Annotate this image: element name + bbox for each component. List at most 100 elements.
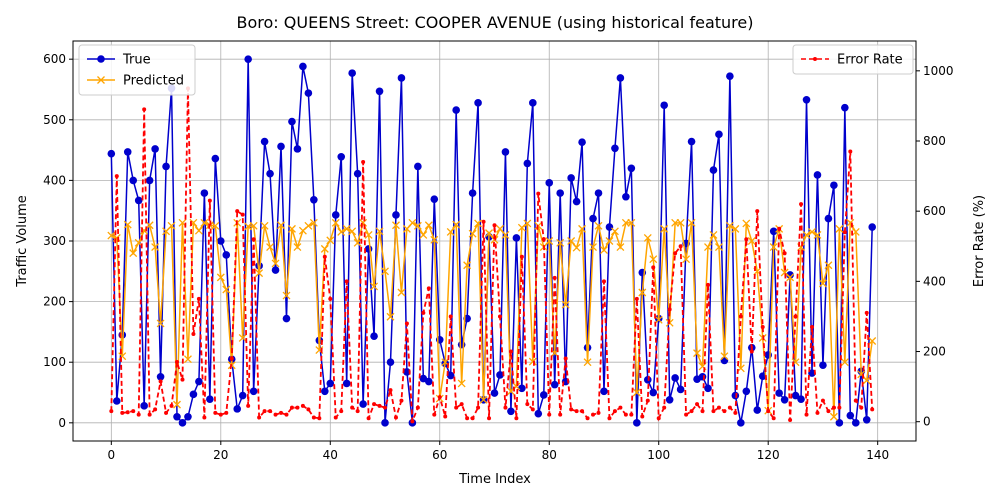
data-point <box>545 179 554 187</box>
data-point <box>610 227 619 236</box>
data-point <box>120 410 125 415</box>
data-point <box>731 224 740 233</box>
data-point <box>257 415 262 420</box>
data-point <box>682 255 691 264</box>
x-tick-label: 20 <box>213 448 228 462</box>
data-point <box>200 189 209 197</box>
data-point <box>760 324 765 329</box>
data-point <box>525 402 530 407</box>
data-point <box>415 405 420 410</box>
data-point <box>813 230 822 239</box>
data-point <box>840 358 849 367</box>
data-point <box>753 406 762 414</box>
y-tick-label: 100 <box>43 355 66 369</box>
data-point <box>129 249 138 258</box>
data-point <box>222 251 231 259</box>
data-point <box>370 282 379 291</box>
data-point <box>251 237 256 242</box>
data-point <box>605 237 614 245</box>
data-point <box>164 410 169 415</box>
data-point <box>693 349 701 358</box>
data-point <box>561 300 570 309</box>
data-point <box>383 405 388 410</box>
data-point <box>268 409 273 414</box>
data-point <box>687 218 696 227</box>
data-point <box>660 224 669 233</box>
data-point <box>541 237 546 242</box>
legend-item: Error Rate <box>801 53 903 68</box>
data-point <box>112 397 121 405</box>
data-point <box>326 236 335 245</box>
data-point <box>572 197 581 206</box>
data-point <box>633 419 641 427</box>
data-point <box>361 160 366 165</box>
data-point <box>742 387 751 396</box>
data-point <box>321 387 329 396</box>
data-point <box>191 331 196 336</box>
data-point <box>426 286 431 291</box>
data-point <box>589 243 597 252</box>
data-point <box>364 230 373 239</box>
data-point <box>249 387 258 396</box>
data-point <box>671 374 679 382</box>
data-point <box>769 243 778 252</box>
data-point <box>304 89 313 97</box>
data-point <box>550 380 559 389</box>
legend-label: Error Rate <box>837 53 903 68</box>
data-point <box>660 101 668 110</box>
data-point <box>381 267 389 276</box>
y-tick-label: 300 <box>43 234 66 248</box>
data-point <box>769 227 778 236</box>
data-point <box>430 195 439 203</box>
data-point <box>474 99 482 107</box>
data-point <box>184 412 192 421</box>
data-point <box>594 221 603 230</box>
data-point <box>169 403 174 408</box>
data-point <box>514 416 519 421</box>
data-point <box>830 181 838 190</box>
data-point <box>118 352 127 361</box>
data-point <box>344 279 349 284</box>
data-point <box>616 74 625 82</box>
data-point <box>266 243 275 252</box>
data-point <box>240 212 245 217</box>
data-point <box>601 279 606 284</box>
data-point <box>813 171 822 179</box>
data-point <box>786 271 794 279</box>
series-error-rate <box>109 86 875 424</box>
data-point <box>695 402 700 407</box>
data-point <box>293 145 302 153</box>
data-point <box>651 265 656 270</box>
right-tick-label: 0 <box>923 415 931 429</box>
data-point <box>333 415 338 420</box>
data-point <box>552 275 557 280</box>
data-point <box>468 229 477 238</box>
data-point <box>802 230 811 239</box>
data-point <box>207 198 212 203</box>
data-point <box>370 332 378 340</box>
data-point <box>605 223 614 231</box>
data-point <box>826 409 831 414</box>
x-tick-label: 100 <box>647 448 670 462</box>
data-point <box>162 162 170 171</box>
right-tick-label: 600 <box>923 204 946 218</box>
data-point <box>218 412 223 417</box>
series-layer <box>107 55 877 427</box>
data-point <box>831 405 836 410</box>
data-point <box>364 245 373 253</box>
data-point <box>238 391 247 400</box>
data-point <box>676 218 685 227</box>
data-point <box>386 358 395 367</box>
data-point <box>698 372 707 381</box>
data-point <box>853 398 858 403</box>
data-point <box>487 416 492 421</box>
data-point <box>459 402 464 407</box>
data-point <box>437 395 442 400</box>
data-point <box>715 130 723 139</box>
data-point <box>279 410 284 415</box>
data-point <box>804 412 809 417</box>
data-point <box>747 237 756 245</box>
data-point <box>742 219 751 228</box>
data-point <box>249 221 258 230</box>
data-point <box>580 409 585 414</box>
